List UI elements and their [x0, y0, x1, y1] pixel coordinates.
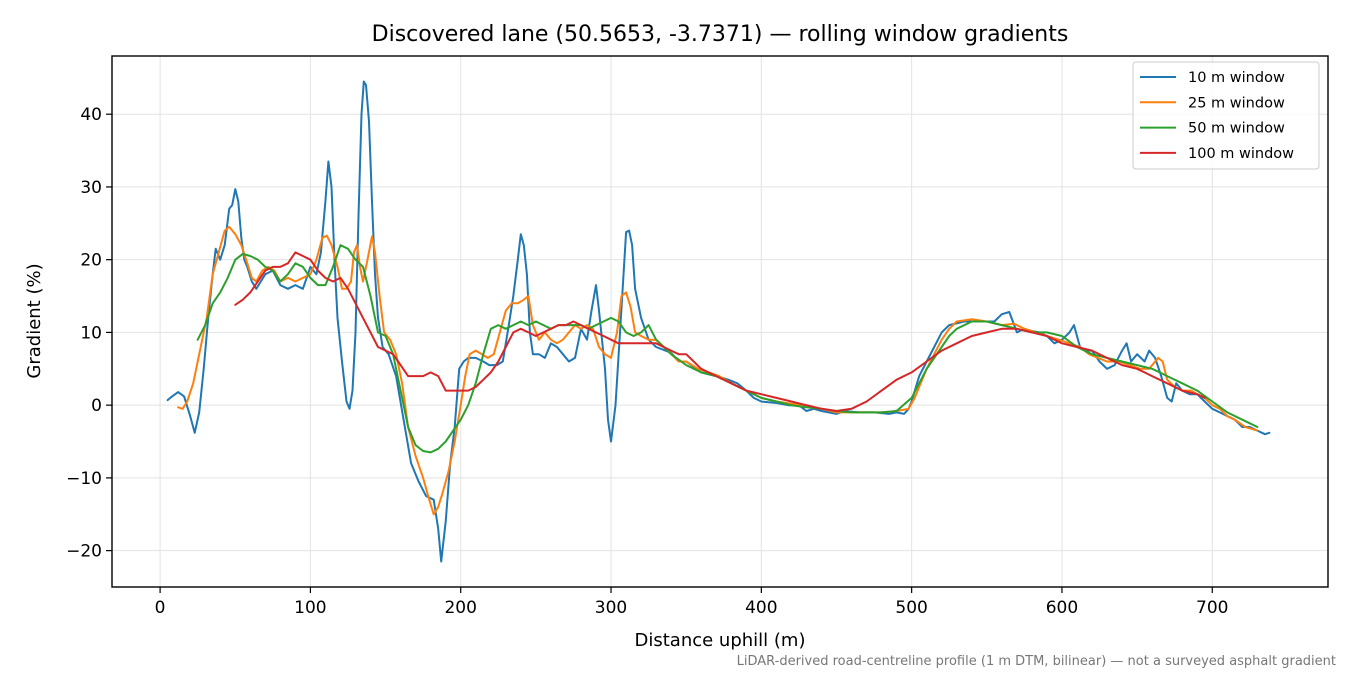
- y-tick-label: 40: [80, 105, 102, 125]
- legend-box: [1132, 61, 1320, 170]
- legend-label: 100 m window: [1188, 146, 1294, 162]
- x-tick-label: 500: [895, 598, 927, 618]
- x-axis-label: Distance uphill (m): [635, 630, 806, 651]
- y-tick-label: 20: [80, 251, 102, 271]
- chart-title: Discovered lane (50.5653, -3.7371) — rol…: [372, 22, 1069, 47]
- y-tick-label: −10: [66, 469, 102, 489]
- series-line-3: [196, 244, 1259, 454]
- footnote: LiDAR-derived road-centreline profile (1…: [737, 654, 1336, 669]
- legend: 10 m window 25 m window 50 m window 100 m w…: [1132, 61, 1320, 170]
- legend-label: 50 m window: [1188, 121, 1285, 137]
- series-line-4: [234, 251, 1206, 412]
- x-tick-label: 0: [155, 598, 166, 618]
- x-tick-label: 300: [595, 598, 627, 618]
- series-line-2: [177, 225, 1259, 516]
- ticks: 0 100 200 300 400 500 600 700 −20 −10 0 10 20 30 40: [66, 105, 1228, 618]
- y-axis-label: Gradient (%): [24, 263, 45, 378]
- legend-label: 25 m window: [1188, 95, 1285, 111]
- y-tick-label: 0: [91, 396, 102, 416]
- y-tick-label: 30: [80, 178, 102, 198]
- series-line-1: [166, 80, 1271, 563]
- y-tick-label: 10: [80, 323, 102, 343]
- x-tick-label: 400: [745, 598, 777, 618]
- grid: [112, 56, 1328, 587]
- x-tick-label: 700: [1196, 598, 1228, 618]
- y-tick-label: −20: [66, 542, 102, 562]
- plot-area: [166, 80, 1271, 563]
- x-tick-label: 200: [444, 598, 476, 618]
- x-tick-label: 600: [1046, 598, 1078, 618]
- x-tick-label: 100: [294, 598, 326, 618]
- axes-frame: [111, 55, 1329, 588]
- legend-label: 10 m window: [1188, 70, 1285, 86]
